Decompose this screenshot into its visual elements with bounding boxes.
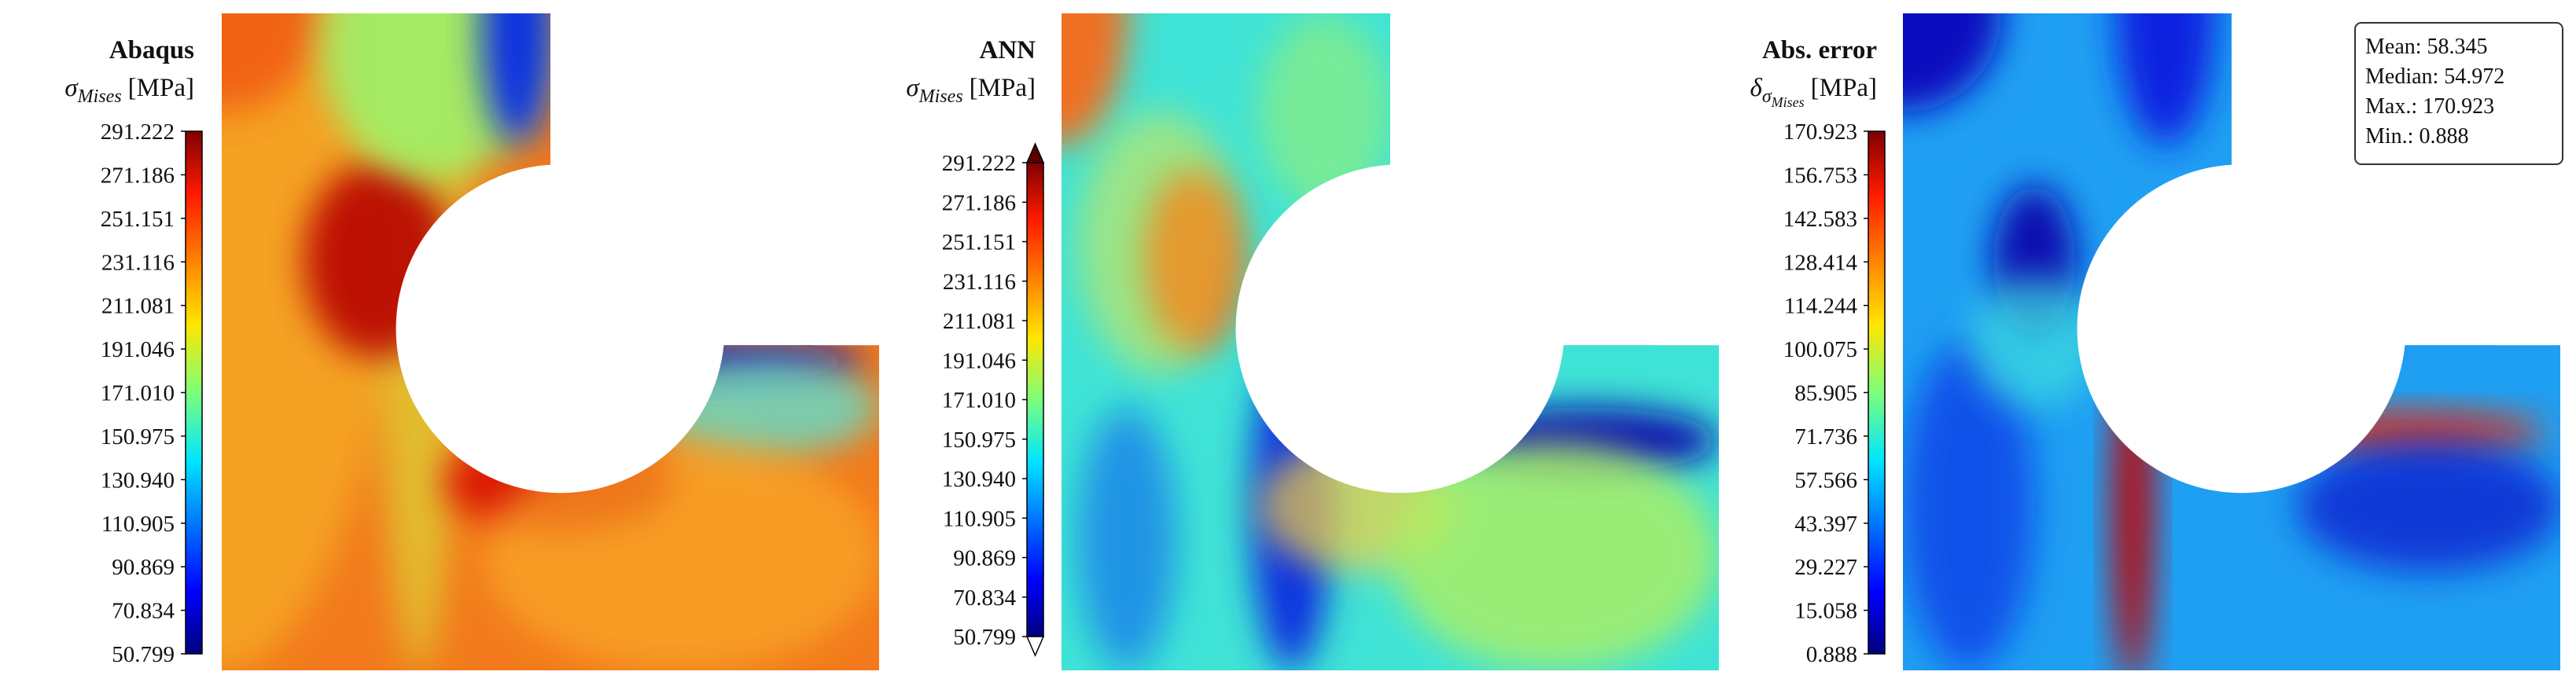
panel-title: Abs. error — [1762, 36, 1877, 64]
colorbar-tick-label: 0.888 — [1806, 642, 1857, 667]
colorbar-tick-label: 110.905 — [101, 512, 175, 537]
unit: [MPa] — [128, 74, 194, 102]
colorbar-tick-label: 271.186 — [942, 190, 1016, 215]
colorbar-tick-label: 231.116 — [101, 250, 175, 275]
subscript: σ — [1762, 86, 1772, 107]
colorbar-tick-label: 43.397 — [1794, 512, 1857, 537]
stats-line: Max.: 170.923 — [2365, 94, 2494, 119]
field-region — [222, 13, 321, 112]
colorbar — [1026, 162, 1044, 637]
field-region — [1903, 342, 2035, 670]
field-region — [484, 440, 879, 670]
notch-edge — [1390, 0, 1750, 13]
colorbar-tick-label: 171.010 — [101, 381, 175, 406]
colorbar-tick-label: 90.869 — [112, 555, 175, 580]
subscript: Mises — [77, 86, 122, 107]
hole — [1235, 164, 1565, 494]
colorbar-tick-label: 50.799 — [953, 625, 1016, 650]
field-region — [2297, 440, 2560, 572]
colorbar-extend — [1025, 636, 1045, 657]
panel-title: Abaqus — [109, 36, 194, 64]
colorbar-tick-label: 150.975 — [101, 424, 175, 450]
field-region — [1903, 13, 2002, 112]
field-region — [1077, 407, 1177, 670]
colorbar-tick-label: 156.753 — [1783, 163, 1857, 188]
colorbar-label: σMises [MPa] — [64, 74, 194, 107]
colorbar-tick-label: 291.222 — [101, 119, 175, 145]
colorbar-tick-label: 271.186 — [101, 163, 175, 188]
colorbar-extend — [1025, 142, 1045, 163]
colorbar-tick-label: 110.905 — [943, 506, 1016, 531]
notch-edge — [813, 13, 879, 346]
colorbar-tick-label: 85.905 — [1794, 381, 1857, 406]
symbol: σ — [64, 74, 79, 102]
colorbar-tick-label: 191.046 — [942, 348, 1016, 373]
field-region — [1968, 276, 2100, 408]
colorbar-tick-label: 130.940 — [101, 468, 175, 493]
hole — [396, 164, 725, 494]
colorbar-tick-label: 150.975 — [942, 428, 1016, 453]
colorbar-tick-label: 191.046 — [101, 337, 175, 362]
field-region — [1258, 13, 1390, 211]
symbol: σ — [906, 74, 920, 102]
colorbar-tick-label: 231.116 — [943, 270, 1016, 295]
subscript: Mises — [1771, 94, 1805, 110]
colorbar — [185, 130, 203, 655]
field-region — [1077, 112, 1242, 375]
colorbar-tick-label: 130.940 — [942, 467, 1016, 492]
colorbar-tick-label: 170.923 — [1783, 119, 1857, 145]
colorbar-tick-label: 251.151 — [942, 230, 1016, 255]
colorbar-tick-label: 15.058 — [1794, 599, 1857, 624]
stats-box — [2354, 22, 2563, 165]
colorbar-tick-label: 50.799 — [112, 642, 175, 667]
stats-line: Mean: 58.345 — [2365, 35, 2488, 59]
colorbar-tick-label: 291.222 — [942, 151, 1016, 176]
colorbar-label: σMises [MPa] — [906, 74, 1036, 107]
colorbar — [1868, 130, 1886, 655]
unit: [MPa] — [970, 74, 1036, 102]
colorbar-tick-label: 171.010 — [942, 388, 1016, 413]
colorbar-tick-label: 70.834 — [953, 585, 1016, 611]
field-region — [1390, 440, 1719, 670]
stats-line: Min.: 0.888 — [2365, 124, 2468, 149]
field-region — [481, 13, 554, 145]
colorbar-tick-label: 142.583 — [1783, 207, 1857, 232]
colorbar-tick-label: 71.736 — [1794, 424, 1857, 450]
notch-edge — [550, 0, 911, 13]
colorbar-tick-label: 251.151 — [101, 207, 175, 232]
colorbar-tick-label: 57.566 — [1794, 468, 1857, 493]
unit: [MPa] — [1811, 74, 1877, 102]
notch-edge — [2232, 0, 2576, 13]
subscript: Mises — [918, 86, 963, 107]
colorbar-tick-label: 211.081 — [943, 309, 1016, 334]
colorbar-tick-label: 211.081 — [101, 294, 175, 319]
colorbar-tick-label: 90.869 — [953, 546, 1016, 571]
colorbar-tick-label: 114.244 — [1784, 294, 1858, 319]
hole — [2077, 164, 2406, 494]
colorbar-tick-label: 128.414 — [1783, 250, 1858, 275]
colorbar-label: δσMises [MPa] — [1750, 74, 1877, 110]
contour-plot — [222, 0, 911, 670]
contour-plot — [1062, 0, 1750, 670]
field-region — [2116, 13, 2216, 145]
symbol: δ — [1750, 74, 1762, 102]
contour-plot — [1903, 0, 2576, 670]
colorbar-tick-label: 29.227 — [1794, 555, 1857, 580]
colorbar-tick-label: 100.075 — [1783, 337, 1857, 362]
panel: ANN σMises [MPa] 291.222 271.186 251.151 231.1… — [906, 0, 1750, 670]
colorbar-tick-label: 70.834 — [112, 599, 175, 624]
stats-line: Median: 54.972 — [2365, 64, 2504, 89]
notch-edge — [1653, 13, 1719, 346]
panel-title: ANN — [980, 36, 1036, 64]
field-region — [1062, 13, 1128, 145]
panel: Abaqus σMises [MPa] 291.222 271.186 251.151 23… — [64, 0, 911, 670]
